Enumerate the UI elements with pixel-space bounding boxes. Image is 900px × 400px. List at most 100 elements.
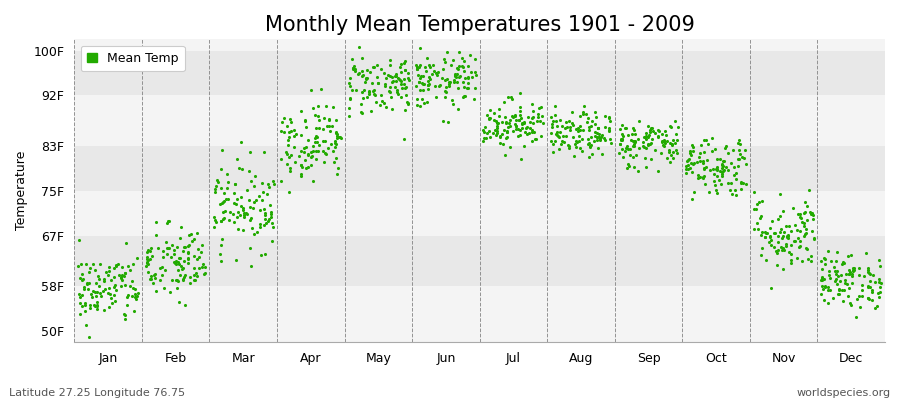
Point bbox=[124, 278, 139, 284]
Point bbox=[716, 158, 730, 164]
Point bbox=[352, 44, 366, 50]
Point bbox=[534, 133, 548, 140]
Point bbox=[382, 89, 397, 96]
Point bbox=[487, 110, 501, 116]
Point bbox=[644, 125, 659, 132]
Point bbox=[620, 165, 634, 171]
Point bbox=[754, 251, 769, 258]
Point bbox=[705, 148, 719, 154]
Point bbox=[454, 63, 469, 70]
Point bbox=[457, 84, 472, 90]
Point bbox=[615, 136, 629, 143]
Point bbox=[558, 125, 572, 131]
Point bbox=[348, 68, 363, 74]
Point bbox=[382, 87, 396, 94]
Point bbox=[798, 245, 813, 251]
Point bbox=[860, 295, 875, 301]
Point bbox=[614, 136, 628, 142]
Point bbox=[479, 135, 493, 141]
Point bbox=[148, 219, 163, 225]
Point bbox=[358, 79, 373, 86]
Point bbox=[512, 108, 526, 114]
Point bbox=[846, 267, 860, 274]
Point bbox=[357, 87, 372, 93]
Point bbox=[798, 231, 813, 237]
Point bbox=[126, 285, 140, 292]
Point bbox=[321, 123, 336, 130]
Point bbox=[522, 130, 536, 136]
Point bbox=[238, 210, 252, 216]
Point bbox=[684, 196, 698, 202]
Point bbox=[872, 294, 886, 300]
Point bbox=[526, 101, 540, 107]
Point bbox=[535, 113, 549, 120]
Point bbox=[376, 100, 391, 106]
Point bbox=[108, 282, 122, 288]
Point bbox=[832, 291, 846, 297]
Point bbox=[842, 284, 857, 291]
Point bbox=[759, 229, 773, 236]
Point bbox=[818, 256, 832, 262]
Point bbox=[394, 94, 409, 101]
Point bbox=[220, 184, 235, 191]
Point bbox=[575, 136, 590, 142]
Point bbox=[532, 105, 546, 112]
Point bbox=[355, 89, 369, 96]
Point bbox=[422, 81, 436, 88]
Point bbox=[590, 125, 605, 131]
Point bbox=[511, 117, 526, 123]
Point bbox=[632, 118, 646, 124]
Point bbox=[84, 291, 98, 298]
Point bbox=[506, 114, 520, 120]
Point bbox=[329, 133, 344, 139]
Point bbox=[75, 277, 89, 284]
Point bbox=[233, 212, 248, 218]
Point bbox=[679, 162, 693, 169]
Point bbox=[559, 133, 573, 140]
Point bbox=[328, 138, 343, 144]
Point bbox=[170, 278, 184, 284]
Point bbox=[754, 232, 769, 238]
Point bbox=[173, 272, 187, 278]
Point bbox=[213, 166, 228, 172]
Point bbox=[773, 229, 788, 236]
Point bbox=[442, 79, 456, 86]
Point bbox=[352, 70, 366, 76]
Point bbox=[266, 224, 280, 230]
Point bbox=[515, 119, 529, 126]
Point bbox=[628, 130, 643, 137]
Point bbox=[293, 170, 308, 177]
Point bbox=[409, 83, 423, 90]
Point bbox=[846, 268, 860, 274]
Point bbox=[694, 142, 708, 148]
Point bbox=[814, 291, 829, 297]
Point bbox=[318, 138, 332, 145]
Point bbox=[707, 178, 722, 184]
Point bbox=[310, 113, 325, 119]
Point bbox=[418, 68, 433, 74]
Point bbox=[248, 182, 262, 189]
Point bbox=[410, 72, 425, 78]
Point bbox=[440, 49, 454, 56]
Point bbox=[865, 287, 879, 293]
Point bbox=[288, 159, 302, 165]
Point bbox=[457, 68, 472, 74]
Point bbox=[502, 144, 517, 150]
Point bbox=[170, 284, 184, 291]
Point bbox=[574, 148, 589, 154]
Point bbox=[438, 88, 453, 94]
Point bbox=[320, 123, 334, 129]
Point bbox=[490, 128, 504, 134]
Point bbox=[343, 75, 357, 81]
Point bbox=[266, 181, 281, 188]
Point bbox=[88, 289, 103, 295]
Point bbox=[87, 302, 102, 308]
Point bbox=[729, 170, 743, 176]
Point bbox=[515, 121, 529, 128]
Point bbox=[207, 224, 221, 230]
Point bbox=[455, 54, 470, 61]
Point bbox=[109, 263, 123, 270]
Point bbox=[292, 152, 307, 159]
Point bbox=[317, 158, 331, 165]
Point bbox=[513, 132, 527, 138]
